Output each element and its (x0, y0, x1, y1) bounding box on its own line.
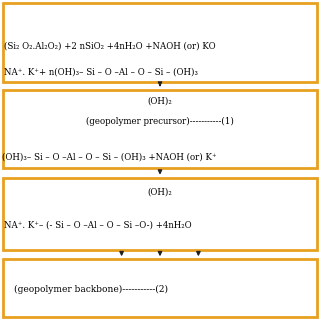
FancyBboxPatch shape (3, 178, 317, 250)
Text: (geopolymer backbone)-----------(2): (geopolymer backbone)-----------(2) (14, 285, 168, 294)
Text: (OH)₂: (OH)₂ (148, 188, 172, 196)
Text: NA⁺. K⁺+ n(OH)₃– Si – O –Al – O – Si – (OH)₃: NA⁺. K⁺+ n(OH)₃– Si – O –Al – O – Si – (… (4, 68, 198, 76)
FancyBboxPatch shape (3, 259, 317, 317)
Text: (geopolymer precursor)-----------(1): (geopolymer precursor)-----------(1) (86, 117, 234, 126)
Text: (OH)₃– Si – O –Al – O – Si – (OH)₃ +NAOH (or) K⁺: (OH)₃– Si – O –Al – O – Si – (OH)₃ +NAOH… (2, 152, 216, 161)
Text: (OH)₂: (OH)₂ (148, 96, 172, 105)
FancyBboxPatch shape (3, 3, 317, 82)
Text: NA⁺. K⁺– (- Si – O –Al – O – Si –O-) +4nH₂O: NA⁺. K⁺– (- Si – O –Al – O – Si –O-) +4n… (4, 220, 191, 229)
FancyBboxPatch shape (3, 90, 317, 168)
Text: (Si₂ O₂.Al₂O₂) +2 nSiO₂ +4nH₂O +NAOH (or) KO: (Si₂ O₂.Al₂O₂) +2 nSiO₂ +4nH₂O +NAOH (or… (4, 42, 215, 51)
